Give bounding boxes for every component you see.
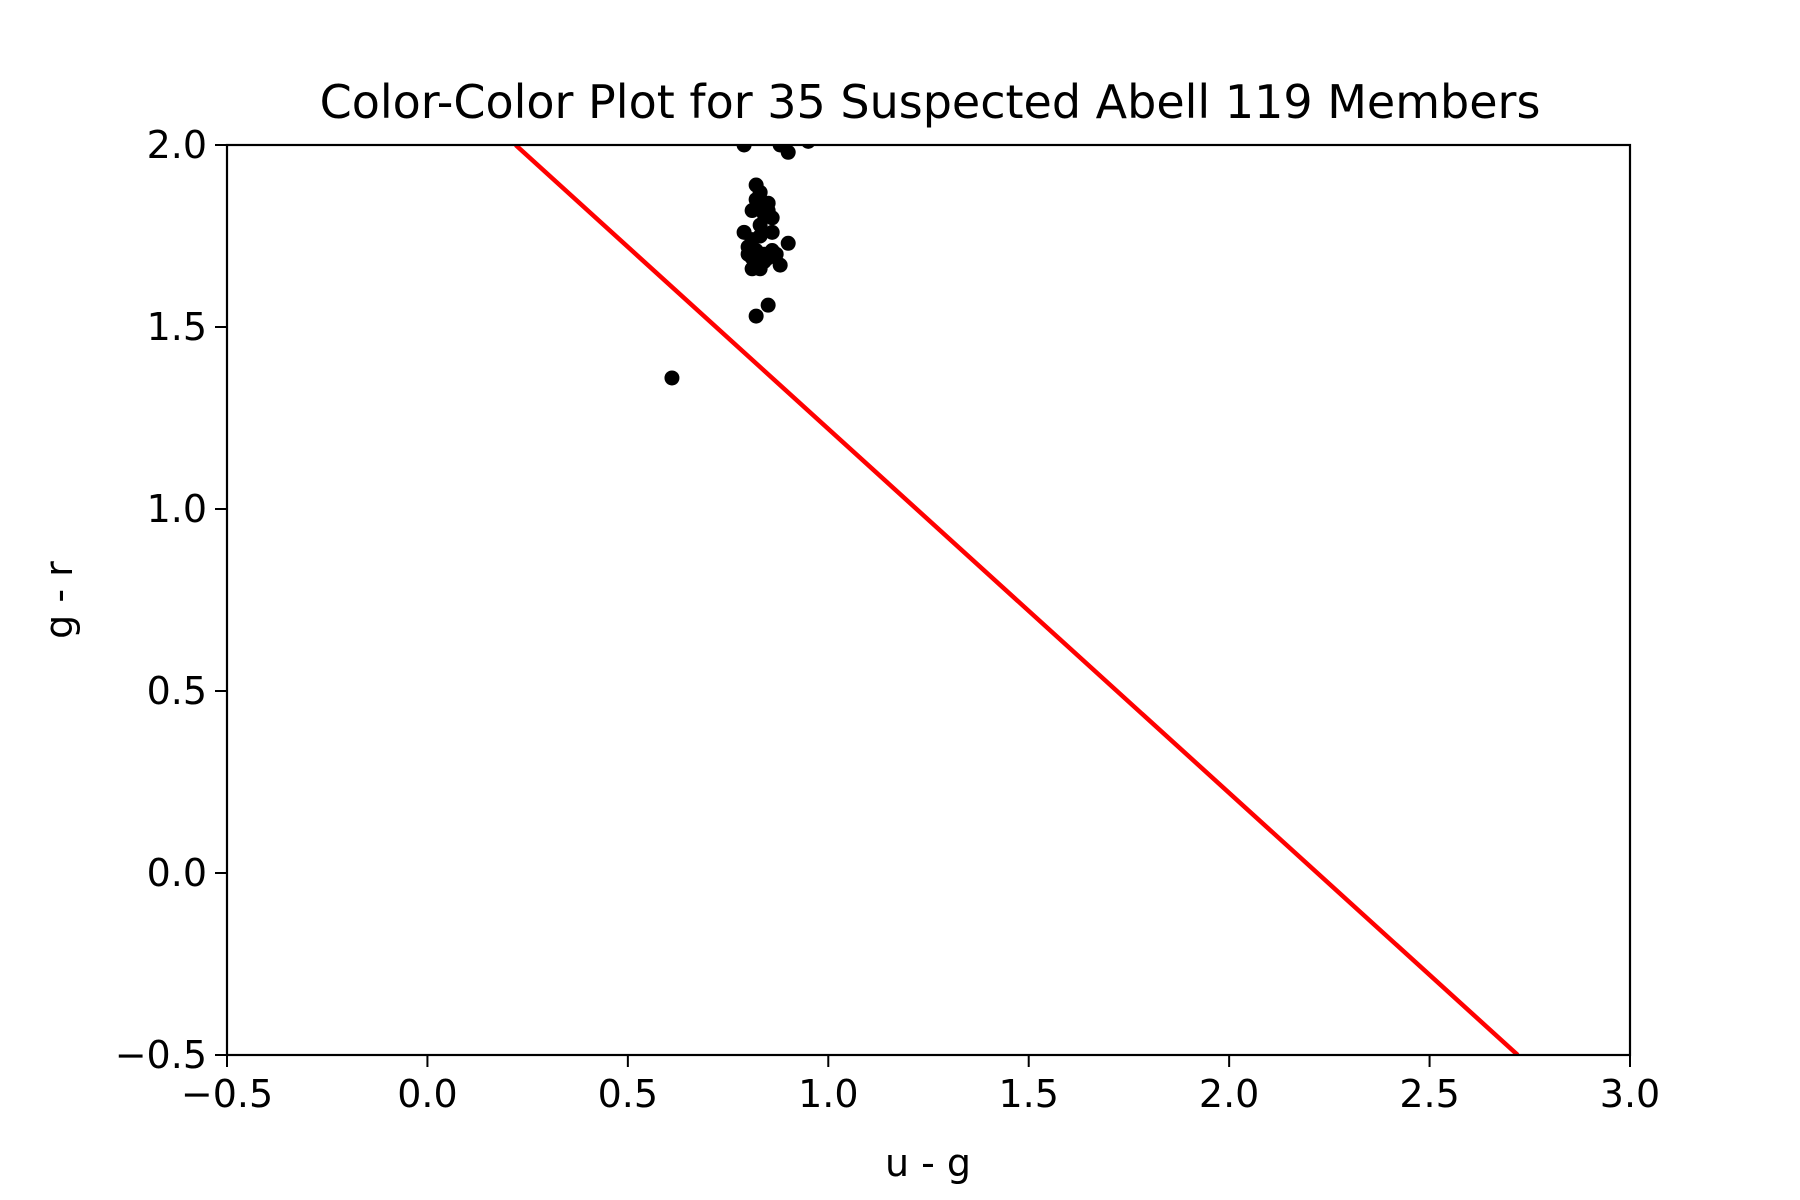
plot-background xyxy=(227,145,1630,1055)
scatter-point xyxy=(764,224,780,240)
plot-area xyxy=(227,145,1630,1055)
x-tick-label: −0.5 xyxy=(181,1072,273,1116)
y-tick-label: 0.0 xyxy=(147,851,207,895)
y-tick-label: −0.5 xyxy=(115,1033,207,1077)
scatter-point xyxy=(756,246,772,262)
x-tick-label: 1.5 xyxy=(998,1072,1058,1116)
y-axis-label: g - r xyxy=(37,561,81,639)
scatter-point xyxy=(744,250,760,266)
y-tick-label: 1.5 xyxy=(147,305,207,349)
scatter-point xyxy=(780,145,796,160)
scatter-point xyxy=(756,206,772,222)
y-tick-label: 0.5 xyxy=(147,669,207,713)
scatter-point xyxy=(664,370,680,386)
x-tick-label: 0.5 xyxy=(598,1072,658,1116)
x-tick-label: 1.0 xyxy=(798,1072,858,1116)
scatter-point xyxy=(780,235,796,251)
scatter-point xyxy=(768,246,784,262)
chart-title: Color-Color Plot for 35 Suspected Abell … xyxy=(320,75,1541,129)
scatter-point xyxy=(736,145,752,153)
x-tick-label: 0.0 xyxy=(397,1072,457,1116)
scatter-points xyxy=(664,145,815,386)
scatter-point xyxy=(748,308,764,324)
y-tick-label: 2.0 xyxy=(147,123,207,167)
y-axis: −0.5 0.0 0.5 1.0 1.5 2.0 xyxy=(115,123,227,1077)
red-line-series xyxy=(514,145,1520,1055)
x-axis: −0.5 0.0 0.5 1.0 1.5 2.0 2.5 3.0 xyxy=(181,1055,1660,1116)
x-axis-label: u - g xyxy=(885,1141,971,1185)
y-tick-label: 1.0 xyxy=(147,487,207,531)
x-tick-label: 2.0 xyxy=(1199,1072,1259,1116)
scatter-point xyxy=(760,297,776,313)
x-tick-label: 2.5 xyxy=(1399,1072,1459,1116)
scatter-point xyxy=(748,192,764,208)
x-tick-label: 3.0 xyxy=(1600,1072,1660,1116)
plot-frame xyxy=(225,143,1632,1057)
